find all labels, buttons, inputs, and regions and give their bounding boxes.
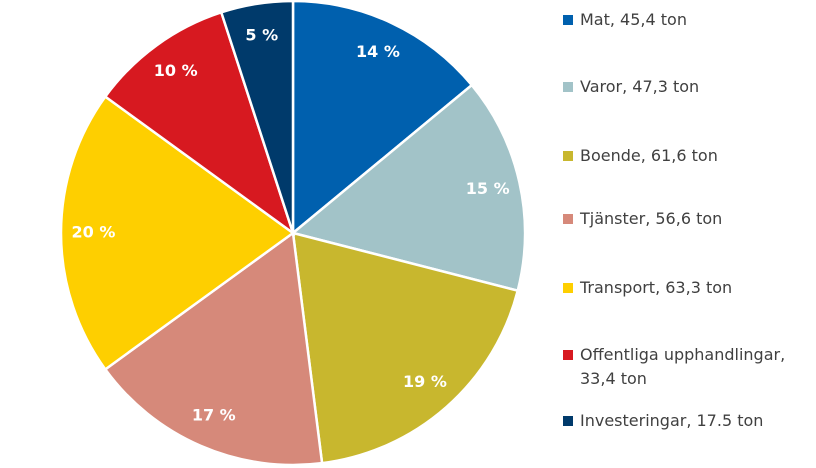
legend-label: Investeringar, 17.5 ton	[580, 411, 764, 430]
slice-label: 5 %	[245, 25, 278, 44]
slice-label: 15 %	[466, 179, 510, 198]
legend-item: Offentliga upphandlingar, 33,4 ton	[563, 343, 808, 391]
pie-slice	[219, 0, 295, 234]
pie-slice	[103, 10, 296, 237]
legend-item: Boende, 61,6 ton	[563, 144, 808, 168]
legend-item: Transport, 63,3 ton	[563, 276, 808, 300]
pie-slice	[103, 230, 324, 467]
pie-slice	[291, 0, 474, 236]
legend-label: Varor, 47,3 ton	[580, 77, 700, 96]
pie-chart: 14 % 15 % 19 % 17 % 20 % 10 % 5 %	[59, 0, 527, 467]
legend-label: Offentliga upphandlingar, 33,4 ton	[580, 345, 786, 388]
legend-swatch	[563, 82, 573, 92]
legend-swatch	[563, 350, 573, 360]
legend-swatch	[563, 214, 573, 224]
slice-label: 14 %	[356, 42, 400, 61]
legend-swatch	[563, 15, 573, 25]
legend-label: Transport, 63,3 ton	[580, 278, 733, 297]
legend-item: Varor, 47,3 ton	[563, 75, 808, 99]
slice-label: 20 %	[72, 223, 116, 242]
legend-label: Tjänster, 56,6 ton	[580, 209, 723, 228]
pie-slice	[290, 83, 527, 293]
legend-swatch	[563, 416, 573, 426]
legend-swatch	[563, 151, 573, 161]
pie-slice	[59, 94, 296, 372]
legend-item: Mat, 45,4 ton	[563, 8, 808, 32]
slice-label: 10 %	[154, 61, 198, 80]
legend-item: Tjänster, 56,6 ton	[563, 207, 808, 231]
slice-label: 19 %	[403, 372, 447, 391]
pie-slice	[291, 231, 520, 465]
slice-label: 17 %	[192, 406, 236, 425]
legend-label: Mat, 45,4 ton	[580, 10, 687, 29]
legend-label: Boende, 61,6 ton	[580, 146, 718, 165]
legend-swatch	[563, 283, 573, 293]
legend-item: Investeringar, 17.5 ton	[563, 409, 808, 433]
